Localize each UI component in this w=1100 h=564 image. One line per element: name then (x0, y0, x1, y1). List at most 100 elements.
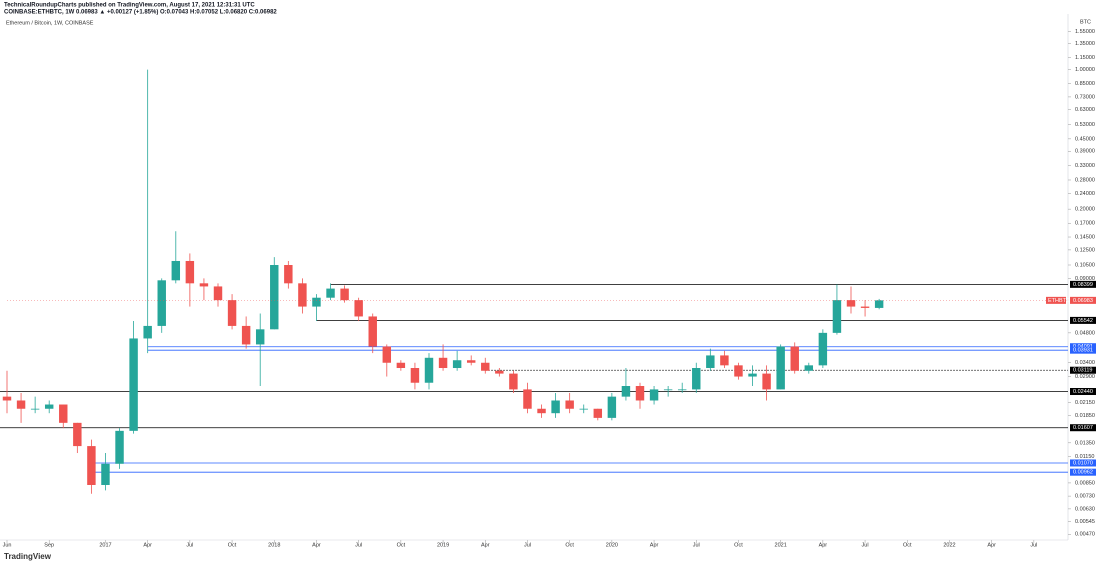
candle-body (832, 300, 842, 333)
level-tag (1070, 280, 1096, 288)
symbol-tag (1046, 296, 1066, 304)
candle-body (748, 373, 757, 377)
candle-body (579, 408, 588, 410)
y-tick-label: 0.04800 (1075, 330, 1095, 336)
candle-body (171, 260, 181, 281)
y-tick-label: 0.85000 (1075, 81, 1095, 87)
candle-body (593, 408, 603, 418)
candle-body (677, 389, 687, 391)
candle-body (818, 332, 828, 366)
level-tag (1070, 388, 1096, 396)
candle-body (438, 357, 448, 369)
candle-body (846, 300, 856, 307)
last-price-tag (1070, 296, 1096, 304)
candle-body (720, 355, 729, 366)
candle-body (424, 357, 434, 383)
y-tick-label: 0.02900 (1075, 374, 1095, 380)
level-tag-label: 0.01070 (1073, 460, 1093, 466)
axis-unit: BTC (1080, 19, 1091, 25)
x-tick-label: Apr (819, 542, 828, 548)
x-tick-label: Oct (903, 542, 912, 548)
level-tag-label: 0.02440 (1073, 389, 1093, 395)
x-tick-label: 2018 (268, 542, 280, 548)
x-tick-label: Jul (693, 542, 700, 548)
candle-body (663, 389, 673, 391)
candle-body (115, 430, 124, 464)
candle-body (551, 400, 560, 414)
y-tick-label: 0.01850 (1075, 413, 1095, 419)
x-tick-label: Oct (397, 542, 406, 548)
candle-body (466, 360, 476, 363)
x-tick-label: Jul (524, 542, 531, 548)
candle-body (298, 283, 307, 307)
x-tick-label: 2021 (775, 542, 787, 548)
candle-body (860, 306, 870, 308)
y-tick-label: 0.01350 (1075, 440, 1095, 446)
candle-body (16, 400, 26, 409)
level-tag-label: 0.03119 (1073, 368, 1092, 374)
candle-body (382, 346, 392, 363)
level-tag (1070, 316, 1096, 324)
candle-body (452, 360, 462, 369)
candle-body (213, 286, 223, 301)
candle-body (874, 300, 884, 308)
candle-body (410, 368, 420, 383)
candle-body (326, 288, 335, 298)
level-tag (1070, 424, 1096, 432)
y-tick-label: 0.09000 (1075, 276, 1095, 282)
y-tick-label: 0.00470 (1075, 532, 1095, 538)
candle-body (44, 404, 54, 409)
candle-body (509, 373, 518, 390)
y-tick-label: 1.15000 (1075, 55, 1095, 61)
level-tag-label: 0.00962 (1073, 470, 1093, 476)
candle-body (255, 329, 265, 345)
candle-body (199, 283, 209, 287)
candle-body (2, 396, 12, 401)
candle-body (340, 288, 349, 301)
y-tick-label: 0.00630 (1075, 506, 1095, 512)
candle-body (73, 422, 82, 447)
candle-body (776, 346, 785, 390)
x-tick-label: Oct (228, 542, 237, 548)
level-tag-label: 0.01607 (1073, 425, 1093, 431)
y-tick-label: 0.33000 (1075, 163, 1095, 169)
x-tick-label: Apr (650, 542, 659, 548)
header-line: TechnicalRoundupCharts published on Trad… (4, 3, 255, 9)
x-tick-label: Oct (565, 542, 574, 548)
candle-body (59, 404, 68, 423)
last-price-label: 0.06983 (1073, 298, 1093, 304)
x-tick-label: Apr (481, 542, 490, 548)
chart-title: Ethereum / Bitcoin, 1W, COINBASE (6, 20, 94, 26)
candle-body (30, 408, 40, 410)
candle-body (649, 389, 659, 401)
y-tick-label: 0.63000 (1075, 107, 1095, 113)
x-tick-label: 2022 (943, 542, 955, 548)
y-tick-label: 0.01150 (1075, 454, 1094, 460)
y-tick-label: 0.24000 (1075, 191, 1095, 197)
y-tick-label: 0.53000 (1075, 122, 1095, 128)
level-tag (1070, 366, 1096, 374)
candle-body (495, 370, 504, 374)
candle-body (143, 325, 152, 339)
x-tick-label: Jul (355, 542, 362, 548)
candle-body (312, 297, 321, 307)
candle-body (157, 280, 166, 326)
x-tick-label: Sep (44, 542, 54, 548)
level-tag (1070, 468, 1096, 476)
candle-body (241, 325, 251, 345)
y-tick-label: 0.28000 (1075, 177, 1095, 183)
y-tick-label: 0.39000 (1075, 149, 1095, 155)
y-tick-label: 0.00545 (1075, 519, 1095, 525)
y-tick-label: 1.55000 (1075, 29, 1095, 35)
candle-body (185, 260, 195, 284)
x-tick-label: Oct (734, 542, 743, 548)
y-tick-label: 0.20000 (1075, 207, 1095, 213)
candle-body (804, 365, 814, 371)
candle-body (396, 362, 406, 369)
y-tick-label: 0.45000 (1075, 136, 1095, 142)
candle-body (284, 265, 293, 284)
y-tick-label: 0.00850 (1075, 480, 1095, 486)
y-tick-label: 0.17000 (1075, 221, 1095, 227)
